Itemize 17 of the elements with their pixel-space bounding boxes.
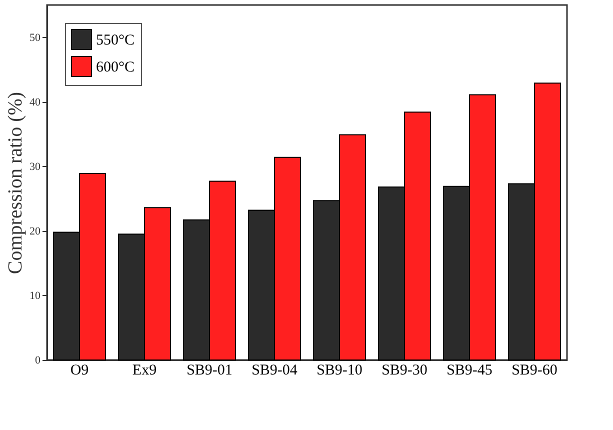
y-axis-title: Compression ratio (%) [4,92,26,274]
legend-label: 600°C [96,60,135,76]
legend-label: 550°C [96,32,135,48]
y-tick-label: 10 [30,290,41,302]
x-tick-label: SB9-04 [252,362,298,378]
x-tick-label: SB9-30 [382,362,428,378]
y-tick-label: 20 [30,225,41,238]
y-tick-label: 50 [30,32,41,44]
y-tick-label: 40 [30,96,41,108]
x-tick-label: O9 [70,362,89,378]
x-tick-label: SB9-45 [446,362,492,378]
x-tick-label: SB9-10 [316,362,362,378]
x-tick-label: SB9-01 [186,362,232,378]
y-tick-label: 0 [35,354,41,366]
x-tick-label: Ex9 [132,362,157,378]
y-tick-label: 30 [30,160,41,173]
x-tick-label: SB9-60 [512,362,558,378]
